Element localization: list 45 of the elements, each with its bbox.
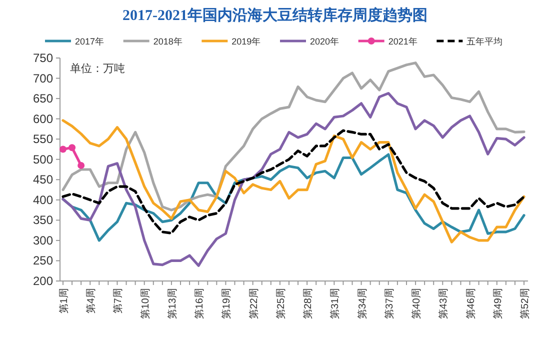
y-tick-label: 400 [32,192,54,207]
x-tick-label: 第7周 [112,288,124,314]
y-tick-label: 200 [32,274,54,288]
x-tick-label: 第10周 [139,288,152,320]
x-tick-label: 第52周 [519,288,531,320]
y-tick-label: 300 [32,233,54,248]
y-tick-label: 550 [32,132,54,146]
x-tick-label: 第28周 [302,288,314,320]
x-tick-label: 第49周 [492,288,504,320]
legend-label: 2021年 [388,36,418,46]
y-tick-label: 600 [32,112,54,126]
y-tick-label: 750 [32,51,54,65]
legend-label: 2017年 [75,36,104,46]
line-series [62,119,526,244]
y-tick-label: 500 [32,152,54,166]
x-tick-label: 第22周 [248,288,260,320]
line-series [62,92,526,267]
point [78,162,85,169]
legend-label: 五年平均 [466,36,503,46]
x-tick-label: 第19周 [220,288,233,320]
chart-title: 2017-2021年国内沿海大豆结转库存周度趋势图 [122,6,428,24]
line-series [62,129,526,234]
y-tick-label: 350 [32,213,54,228]
x-tick-label: 第31周 [329,288,342,320]
x-tick-label: 第4周 [85,288,98,314]
point [68,144,76,152]
x-tick-label: 第40周 [410,288,423,320]
legend-label: 2020年 [310,36,340,46]
x-tick-label: 第43周 [438,288,450,320]
legend-label: 2019年 [232,36,261,46]
x-tick-label: 第1周 [58,288,70,314]
x-tick-label: 第16周 [194,288,206,320]
x-tick-label: 第13周 [166,288,178,320]
line-series [62,62,526,212]
x-tick-label: 第37周 [383,288,396,320]
y-tick-label: 650 [32,92,54,106]
legend-label: 2018年 [153,36,182,46]
x-tick-label: 第46周 [464,288,477,320]
x-tick-label: 第34周 [356,288,368,320]
point [60,146,66,153]
x-tick-label: 第25周 [274,288,287,320]
annotation: 单位：万吨 [70,62,125,75]
y-tick-label: 700 [32,71,54,86]
y-tick-label: 250 [32,254,54,268]
y-tick-label: 450 [32,172,54,187]
